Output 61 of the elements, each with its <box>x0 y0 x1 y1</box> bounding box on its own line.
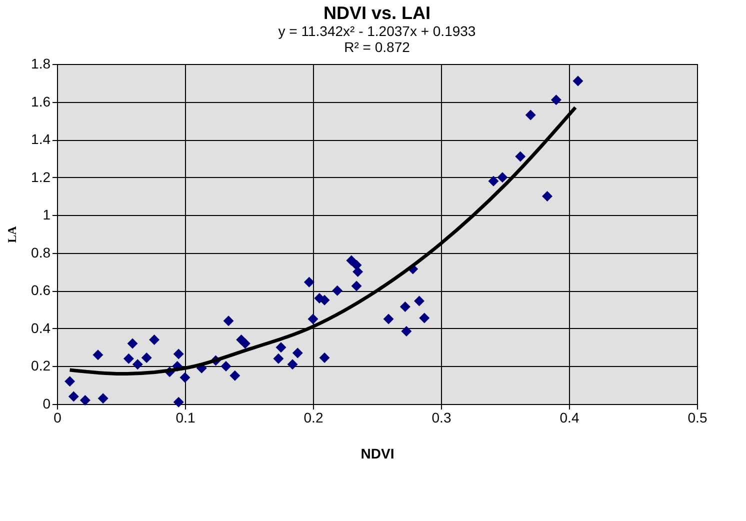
y-tick-label: 1.4 <box>31 131 51 148</box>
point <box>352 266 364 278</box>
y-tick-label: 0.2 <box>31 358 51 374</box>
y-tick-label: 1.8 <box>31 56 51 72</box>
point <box>223 316 234 326</box>
point <box>80 394 90 406</box>
x-tick-label: 0 <box>54 410 62 426</box>
text: R² = 0.872 <box>344 39 410 55</box>
point <box>346 255 357 266</box>
point <box>401 326 412 337</box>
point <box>550 94 562 106</box>
y-tick-label: 1.2 <box>31 168 51 185</box>
point <box>308 314 318 324</box>
point <box>149 334 160 346</box>
point <box>132 359 143 370</box>
point <box>98 393 108 404</box>
y-tick-label: 0.4 <box>31 320 51 336</box>
text: y = 11.342x² - 1.2037x + 0.1933 <box>278 23 476 39</box>
y-tick-label: 0 <box>42 396 51 412</box>
point <box>497 172 508 183</box>
point <box>515 151 526 162</box>
point <box>304 276 314 288</box>
x-tick-label: 0.1 <box>176 410 196 426</box>
x-axis-title: NDVI <box>360 446 394 462</box>
point <box>319 352 330 363</box>
y-tick-label: 0.6 <box>31 282 51 298</box>
point <box>68 391 79 402</box>
point <box>220 360 232 372</box>
point <box>351 280 362 292</box>
y-tick-label: 1 <box>42 206 51 223</box>
point <box>572 76 584 86</box>
point <box>488 176 499 186</box>
point <box>230 370 240 381</box>
point <box>92 350 104 360</box>
point <box>292 348 303 358</box>
point <box>383 314 394 324</box>
point <box>180 372 190 383</box>
y-axis-title: LA <box>5 226 20 243</box>
point <box>414 296 424 306</box>
x-tick-label: 0.4 <box>560 410 580 426</box>
point <box>287 359 298 370</box>
point <box>173 396 184 408</box>
point <box>273 353 284 364</box>
x-tick-label: 0.3 <box>432 410 452 426</box>
point <box>525 110 536 120</box>
point <box>123 353 134 364</box>
point <box>240 338 250 349</box>
point <box>419 312 430 324</box>
x-tick-label: 0.2 <box>304 410 324 426</box>
x-tick-label: 0.5 <box>688 410 708 426</box>
point <box>332 285 343 296</box>
point <box>64 376 76 387</box>
point <box>276 342 286 353</box>
chart-title: NDVI vs. LAI <box>323 3 431 23</box>
point <box>173 348 184 360</box>
y-tick-label: 1.6 <box>31 93 51 110</box>
point <box>127 338 138 349</box>
y-tick-label: 0.8 <box>31 244 51 260</box>
point <box>141 352 152 363</box>
point <box>542 190 552 202</box>
point <box>400 301 410 312</box>
